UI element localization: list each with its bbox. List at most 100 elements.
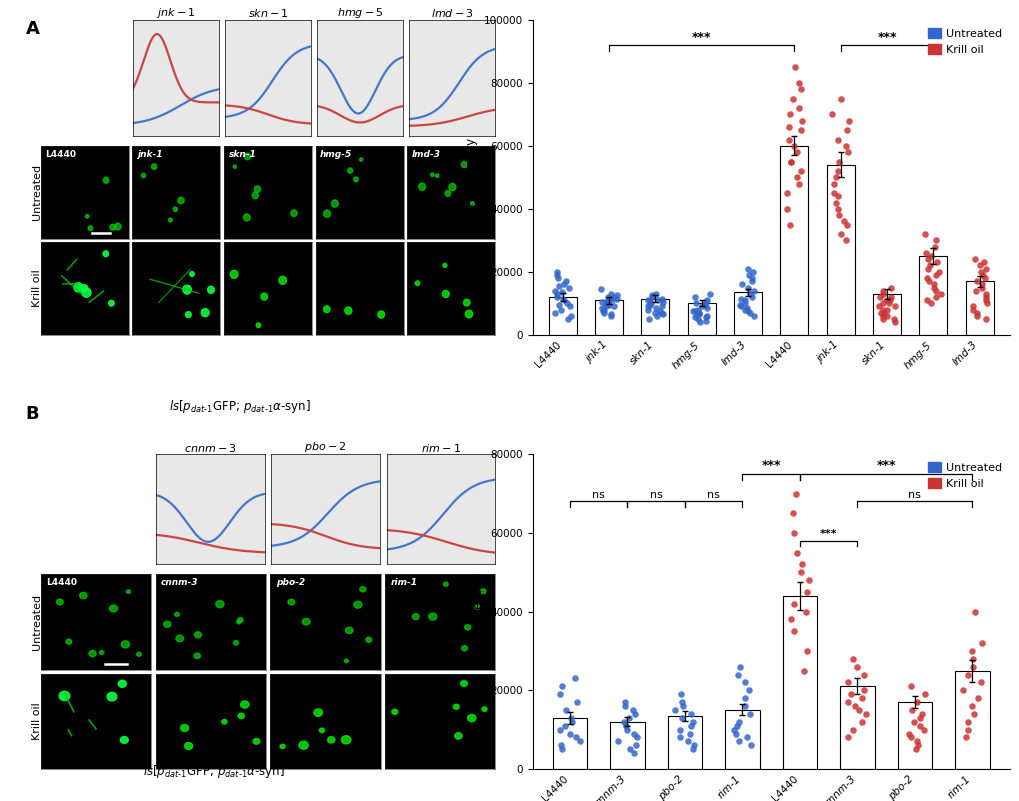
Text: B: B: [25, 405, 39, 422]
Point: [567, 731, 583, 744]
Point: [557, 297, 574, 310]
Point: [842, 688, 858, 701]
Point: [743, 275, 759, 288]
Text: ***: ***: [875, 460, 895, 473]
Point: [681, 727, 697, 740]
Point: [685, 743, 701, 755]
Point: [605, 291, 622, 304]
Circle shape: [377, 311, 384, 318]
Point: [838, 123, 854, 136]
Point: [966, 606, 982, 618]
Circle shape: [344, 659, 348, 662]
Bar: [897, 702, 931, 769]
Point: [900, 727, 916, 740]
Circle shape: [182, 285, 192, 294]
Point: [926, 240, 943, 253]
Bar: [687, 304, 715, 335]
Point: [919, 262, 935, 275]
Circle shape: [415, 281, 419, 286]
Point: [977, 312, 994, 325]
Point: [685, 304, 701, 317]
Text: ns: ns: [706, 490, 719, 500]
Point: [874, 312, 891, 325]
Point: [689, 312, 705, 325]
Point: [873, 297, 890, 310]
Point: [698, 301, 714, 314]
Point: [971, 265, 987, 278]
Point: [548, 265, 565, 278]
Point: [697, 296, 713, 308]
Point: [911, 711, 927, 724]
Point: [619, 723, 635, 736]
Y-axis label: Untreated: Untreated: [32, 594, 42, 650]
Point: [743, 291, 759, 304]
Circle shape: [314, 709, 322, 716]
Point: [792, 566, 808, 578]
Point: [738, 731, 754, 744]
Point: [873, 284, 890, 297]
Text: rim-1: rim-1: [390, 578, 417, 587]
Point: [924, 281, 941, 294]
Point: [729, 668, 745, 681]
Bar: [609, 722, 644, 769]
Circle shape: [244, 214, 250, 221]
Point: [927, 234, 944, 247]
Point: [561, 309, 578, 322]
Point: [913, 707, 929, 720]
Point: [555, 294, 572, 307]
Point: [791, 102, 807, 115]
Point: [733, 292, 749, 305]
Point: [738, 301, 754, 314]
Point: [968, 309, 984, 322]
Point: [593, 296, 609, 308]
Circle shape: [89, 650, 96, 657]
Point: [602, 309, 619, 322]
Title: $\it{rim-1}$: $\it{rim-1}$: [421, 441, 461, 453]
Text: lmd-3: lmd-3: [412, 150, 440, 159]
Circle shape: [354, 602, 362, 608]
Point: [964, 652, 980, 665]
Point: [777, 187, 794, 199]
Point: [880, 294, 897, 307]
Point: [823, 108, 840, 121]
Point: [848, 660, 864, 673]
Circle shape: [256, 323, 261, 328]
Point: [973, 281, 989, 294]
Circle shape: [254, 186, 260, 192]
Circle shape: [452, 704, 459, 710]
Point: [603, 294, 620, 307]
Circle shape: [428, 613, 436, 620]
Point: [639, 294, 655, 307]
Circle shape: [347, 168, 353, 173]
Point: [829, 165, 846, 178]
Point: [916, 227, 932, 240]
Point: [691, 316, 707, 328]
Point: [788, 146, 804, 159]
Point: [844, 723, 860, 736]
Point: [731, 735, 747, 748]
Circle shape: [481, 707, 487, 711]
Point: [782, 108, 798, 121]
Point: [649, 294, 665, 307]
Text: ***: ***: [761, 460, 781, 473]
Legend: Untreated, Krill oil: Untreated, Krill oil: [925, 26, 1004, 57]
Point: [698, 309, 714, 322]
Point: [964, 303, 980, 316]
Legend: Untreated, Krill oil: Untreated, Krill oil: [925, 460, 1004, 491]
Point: [553, 680, 570, 693]
Point: [644, 289, 660, 302]
Point: [643, 297, 659, 310]
Point: [694, 300, 710, 313]
Point: [639, 303, 655, 316]
Point: [955, 684, 971, 697]
Point: [571, 735, 587, 748]
Point: [737, 699, 753, 712]
Point: [847, 699, 863, 712]
Point: [855, 684, 871, 697]
Point: [919, 253, 935, 266]
Point: [789, 546, 805, 559]
Point: [870, 300, 887, 313]
Text: skn-1: skn-1: [228, 150, 256, 159]
Point: [977, 262, 994, 275]
Circle shape: [81, 284, 88, 292]
